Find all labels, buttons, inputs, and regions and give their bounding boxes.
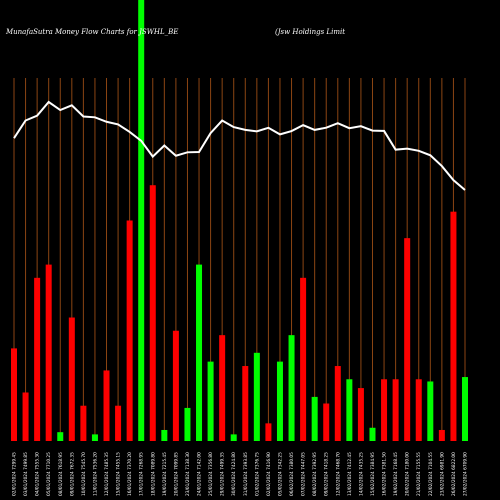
- money-flow-bar: [103, 370, 110, 441]
- money-flow-bar: [22, 392, 29, 441]
- money-flow-bar: [161, 429, 168, 441]
- x-tick-label: 14/02/2024 7435.25: [358, 452, 364, 496]
- money-flow-bar: [462, 377, 468, 441]
- x-tick-label: 12/01/2024 7485.35: [104, 452, 110, 496]
- x-tick-label: 18/01/2024 7089.80: [150, 452, 156, 496]
- x-tick-label: 21/02/2024 7155.55: [416, 452, 422, 496]
- x-tick-label: 24/01/2024 7142.00: [197, 452, 203, 496]
- money-flow-bar: [57, 432, 64, 441]
- money-flow-bar: [68, 317, 75, 441]
- x-tick-label: 07/02/2024 7447.05: [301, 452, 307, 496]
- x-tick-label: 17/01/2024 7268.95: [139, 452, 145, 496]
- money-flow-bar: [253, 352, 260, 441]
- x-tick-label: 12/02/2024 7468.70: [335, 452, 341, 496]
- money-flow-bar: [207, 361, 214, 441]
- money-flow-bar: [404, 238, 411, 441]
- x-tick-label: 04/01/2024 7555.30: [35, 452, 41, 496]
- money-flow-bar: [392, 379, 399, 441]
- x-tick-label: 06/02/2024 7380.05: [289, 452, 295, 496]
- line-layer: [13, 100, 466, 191]
- x-tick-label: 19/01/2024 7215.45: [162, 452, 168, 496]
- x-tick-label: 03/01/2024 7499.85: [23, 452, 29, 496]
- x-tick-label: 10/01/2024 7545.70: [81, 452, 87, 496]
- x-tick-label: 13/02/2024 7412.45: [347, 452, 353, 496]
- x-tick-label: 31/01/2024 7393.85: [243, 452, 249, 496]
- x-tick-label: 02/02/2024 7416.90: [266, 452, 272, 496]
- money-flow-bar: [415, 379, 422, 441]
- x-tick-label: 22/02/2024 7104.55: [428, 452, 434, 496]
- x-tick-label: 27/02/2024 6709.90: [463, 452, 469, 496]
- x-tick-label: 16/02/2024 7381.50: [382, 452, 388, 496]
- money-flow-bar: [184, 407, 191, 441]
- x-tick-label: 05/02/2024 7342.25: [277, 452, 283, 496]
- x-tick-label: 15/02/2024 7384.95: [370, 452, 376, 496]
- x-tick-label: 23/02/2024 6981.90: [439, 452, 445, 496]
- money-flow-bar: [450, 211, 457, 441]
- x-tick-label: 16/01/2024 7370.20: [127, 452, 133, 496]
- money-flow-bar: [115, 405, 122, 441]
- x-tick-label: 29/01/2024 7499.35: [220, 452, 226, 496]
- x-tick-label: 23/01/2024 7138.30: [185, 452, 191, 496]
- x-tick-label: 02/01/2024 7299.45: [12, 452, 18, 496]
- money-flow-bar: [438, 429, 445, 441]
- x-tick-label: 08/02/2024 7392.95: [312, 452, 318, 496]
- money-flow-bar: [242, 366, 249, 441]
- money-flow-bar: [11, 348, 17, 441]
- x-tick-label: 26/02/2024 6822.00: [451, 452, 457, 496]
- money-flow-bar: [381, 379, 388, 441]
- money-flow-bar: [196, 264, 203, 441]
- money-flow-bar: [80, 405, 87, 441]
- x-tick-label: 15/01/2024 7455.15: [116, 452, 122, 496]
- tick-layer: 02/01/2024 7299.45 03/01/2024 7499.85 04/0…: [12, 452, 469, 496]
- money-flow-bar: [230, 434, 237, 441]
- x-tick-label: 20/02/2024 7180.00: [405, 452, 411, 496]
- money-flow-bar: [334, 366, 341, 441]
- x-tick-label: 11/01/2024 7536.20: [92, 452, 98, 496]
- money-flow-bar: [346, 379, 353, 441]
- chart-title-right: (Jsw Holdings Limit: [275, 28, 345, 36]
- x-tick-label: 05/01/2024 7710.25: [46, 452, 52, 496]
- money-flow-bar: [34, 277, 41, 441]
- price-line: [13, 100, 466, 191]
- money-flow-bar: [45, 264, 52, 441]
- money-flow-bar: [149, 185, 156, 441]
- money-flow-bar: [369, 427, 376, 441]
- money-flow-bar: [323, 403, 330, 441]
- money-flow-bar: [172, 330, 179, 441]
- x-tick-label: 20/01/2024 7099.85: [173, 452, 179, 496]
- x-tick-label: 08/01/2024 7618.95: [58, 452, 64, 496]
- chart-title: MunafaSutra Money Flow Charts for JSWHL_…: [5, 28, 178, 36]
- x-tick-label: 19/02/2024 7168.45: [393, 452, 399, 496]
- money-flow-bar: [276, 361, 283, 441]
- x-tick-label: 01/02/2024 7376.75: [254, 452, 260, 496]
- x-tick-label: 30/01/2024 7424.80: [231, 452, 237, 496]
- money-flow-bar: [311, 396, 318, 441]
- bar-layer: [11, 0, 468, 441]
- x-tick-label: 09/02/2024 7418.25: [324, 452, 330, 496]
- x-tick-label: 09/01/2024 7672.35: [69, 452, 75, 496]
- money-flow-bar: [126, 220, 133, 441]
- x-tick-label: 25/01/2024 7356.80: [208, 452, 214, 496]
- money-flow-bar: [219, 335, 226, 441]
- money-flow-bar: [288, 335, 295, 441]
- money-flow-bar: [300, 277, 307, 441]
- money-flow-bar: [138, 0, 145, 441]
- money-flow-bar: [357, 388, 364, 441]
- money-flow-bar: [91, 434, 98, 441]
- money-flow-bar: [265, 423, 272, 441]
- money-flow-bar: [427, 381, 434, 441]
